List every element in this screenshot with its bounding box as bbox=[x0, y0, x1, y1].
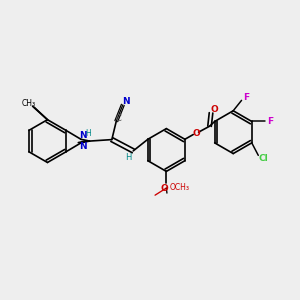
Text: C: C bbox=[116, 114, 122, 123]
Text: O: O bbox=[192, 129, 200, 138]
Text: N: N bbox=[79, 142, 86, 151]
Text: N: N bbox=[123, 97, 130, 106]
Text: Cl: Cl bbox=[259, 154, 268, 164]
Text: H: H bbox=[85, 130, 91, 139]
Text: O: O bbox=[161, 184, 169, 193]
Text: OCH₃: OCH₃ bbox=[170, 183, 190, 192]
Text: CH₃: CH₃ bbox=[22, 99, 36, 108]
Text: H: H bbox=[125, 153, 131, 162]
Text: N: N bbox=[79, 131, 86, 140]
Text: F: F bbox=[267, 117, 273, 126]
Text: O: O bbox=[211, 105, 218, 114]
Text: F: F bbox=[243, 94, 249, 103]
